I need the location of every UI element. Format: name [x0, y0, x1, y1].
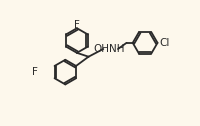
Text: NH: NH — [109, 44, 125, 54]
Text: Cl: Cl — [159, 38, 169, 48]
Text: F: F — [74, 20, 80, 30]
Text: OH: OH — [93, 44, 109, 54]
Text: F: F — [32, 67, 38, 77]
